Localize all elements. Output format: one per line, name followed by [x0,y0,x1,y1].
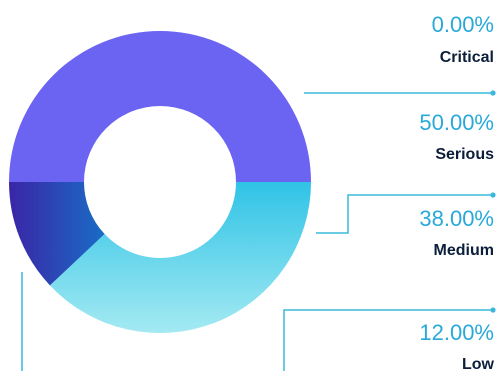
leader-dot-critical [490,90,496,96]
category-label-medium: Medium [434,242,494,259]
value-label-serious: 50.00% [419,110,494,135]
leader-line-low [283,309,493,371]
leader-line-medium [316,194,493,234]
category-label-serious: Serious [435,146,494,163]
leader-dot-low [490,307,496,313]
legend-labels: 0.00% Critical 50.00% Serious 38.00% Med… [419,12,494,371]
leader-lines [21,90,496,371]
donut-slices [9,31,312,334]
donut-slice-low [9,182,105,286]
category-label-critical: Critical [440,49,494,66]
category-label-low: Low [462,356,495,371]
value-label-critical: 0.00% [432,12,494,37]
value-label-low: 12.00% [419,320,494,345]
donut-slice-serious [9,31,311,182]
leader-dot-medium [490,192,496,198]
value-label-medium: 38.00% [419,206,494,231]
donut-slice-medium [49,182,312,334]
